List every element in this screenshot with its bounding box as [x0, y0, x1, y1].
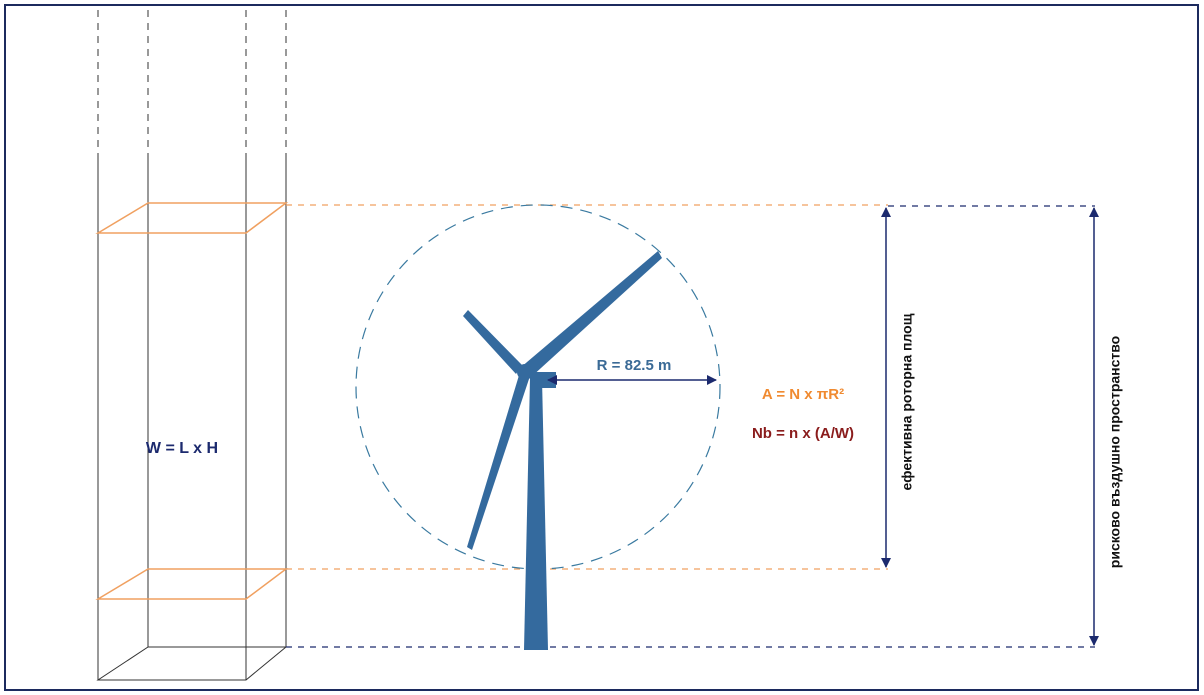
formula-nb: Nb = n x (A/W) — [752, 425, 854, 442]
formula-w: W = L x H — [146, 440, 218, 457]
risk-space-label: рисково въздушно пространство — [1107, 336, 1123, 568]
air-column — [96, 10, 288, 681]
guide-lines — [286, 204, 1095, 648]
section-planes — [95, 202, 289, 600]
formula-a: A = N x πR² — [762, 386, 844, 403]
radius-label: R = 82.5 m — [597, 357, 672, 374]
frame — [4, 4, 1199, 691]
wind-turbine — [463, 251, 662, 650]
rotor-area-label: ефективна роторна площ — [899, 313, 915, 490]
